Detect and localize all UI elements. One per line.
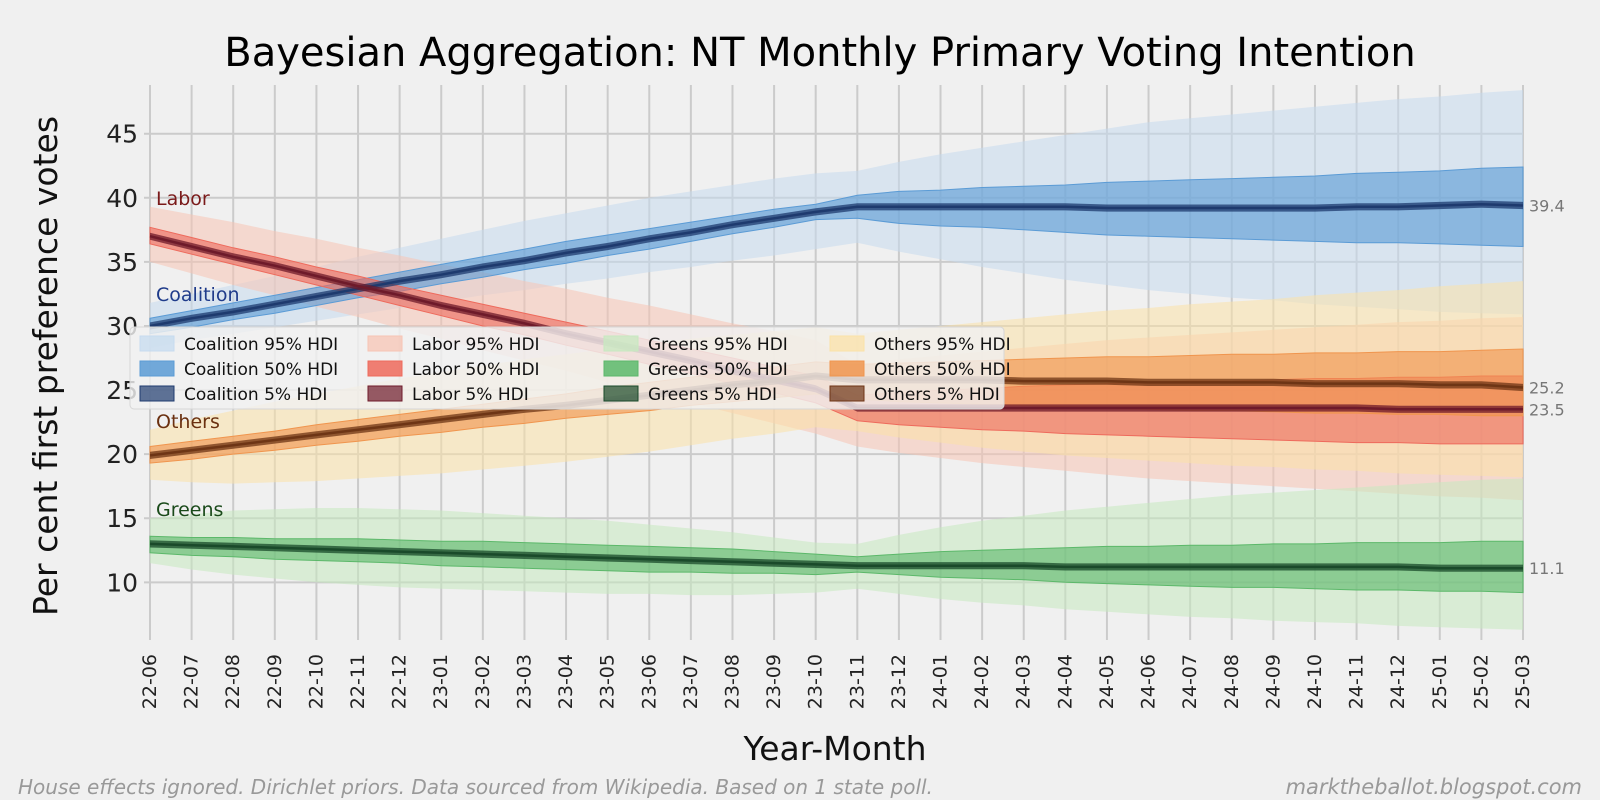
x-tick-label: 25-01 [1429,654,1451,709]
y-tick-label: 10 [106,568,138,597]
legend-entry-label: Labor 5% HDI [412,385,529,405]
legend-entry-label: Labor 50% HDI [412,360,540,380]
legend-swatch [603,335,639,352]
x-tick-label: 24-12 [1387,654,1409,709]
x-tick-label: 25-02 [1470,654,1492,709]
x-tick-label: 24-11 [1346,654,1368,709]
coalition-series-label: Coalition [156,284,240,306]
legend-entry-label: Greens 50% HDI [648,360,788,380]
legend-swatch [603,360,639,377]
x-axis-label: Year-Month [742,729,926,768]
x-tick-label: 22-06 [139,654,161,709]
y-tick-label: 40 [106,184,138,213]
x-tick-label: 24-02 [971,654,993,709]
legend-swatch [139,335,175,352]
x-tick-label: 23-10 [805,654,827,709]
y-tick-label: 15 [106,504,138,533]
greens-hdi95-band [150,478,1523,630]
legend-swatch [139,385,175,402]
end-value-label: 39.4 [1529,196,1565,215]
x-tick-label: 23-03 [513,654,535,709]
coalition-median-line [149,202,1524,328]
footer-note: House effects ignored. Dirichlet priors.… [18,775,933,799]
legend: Coalition 95% HDI Coalition 50% HDI Coalit… [129,326,1011,410]
legend-entry-label: Coalition 50% HDI [184,360,338,380]
x-tick-label: 23-12 [888,654,910,709]
x-tick-label: 23-11 [846,654,868,709]
x-tick-label: 24-09 [1262,654,1284,709]
series-labels: Coalition Labor Greens Others [156,188,240,521]
greens-hdi5-band [150,540,1523,572]
end-value-labels: 39.4 25.2 23.5 11.1 [1529,196,1565,578]
legend-swatch [829,360,865,377]
footer-source: marktheballot.blogspot.com [1286,775,1582,799]
y-axis-label: Per cent first preference votes [26,116,65,616]
chart-title: Bayesian Aggregation: NT Monthly Primary… [224,30,1415,76]
legend-swatch [367,360,403,377]
x-tick-label: 23-08 [721,654,743,709]
x-tick-label: 24-03 [1013,654,1035,709]
legend-swatch [367,335,403,352]
x-tick-label: 24-06 [1138,654,1160,709]
x-tick-label: 23-01 [430,654,452,709]
legend-swatch [367,385,403,402]
x-tick-label: 23-04 [555,654,577,709]
legend-swatch [139,360,175,377]
x-tick-label: 23-07 [680,654,702,709]
x-tick-label: 24-05 [1096,654,1118,709]
x-tick-label: 23-06 [638,654,660,709]
x-tick-label: 22-11 [347,654,369,709]
others-series-label: Others [156,411,220,433]
legend-swatch [829,335,865,352]
legend-entry-label: Greens 5% HDI [648,385,777,405]
legend-swatch [603,385,639,402]
labor-series-label: Labor [156,188,210,210]
end-value-label: 25.2 [1529,378,1565,397]
x-tick-label: 24-01 [930,654,952,709]
x-tick-label: 22-08 [222,654,244,709]
x-tick-label: 22-07 [181,654,203,709]
legend-entry-label: Greens 95% HDI [648,335,788,355]
greens-series-label: Greens [156,499,223,521]
x-tick-label: 24-04 [1054,654,1076,709]
legend-entry-label: Labor 95% HDI [412,335,540,355]
y-tick-label: 45 [106,120,138,149]
others-hdi5-band [150,372,1523,459]
legend-box [129,326,1005,410]
y-tick-label: 20 [106,440,138,469]
x-tick-label: 23-09 [763,654,785,709]
x-tick-label: 24-07 [1179,654,1201,709]
x-tick-label: 23-02 [472,654,494,709]
y-tick-label: 35 [106,248,138,277]
x-tick-label: 22-09 [264,654,286,709]
greens-median-line [149,542,1523,570]
legend-swatch [829,385,865,402]
x-tick-label: 22-10 [305,654,327,709]
x-tick-label: 24-10 [1304,654,1326,709]
legend-entry-label: Others 95% HDI [874,335,1011,355]
legend-entry-label: Others 5% HDI [874,385,1000,405]
end-value-label: 11.1 [1529,559,1565,578]
end-value-label: 23.5 [1529,400,1565,419]
x-tick-labels: 22-06 22-07 22-08 22-09 22-10 22-11 22-12 23-01… [139,654,1534,709]
x-tick-label: 23-05 [597,654,619,709]
legend-entry-label: Others 50% HDI [874,360,1011,380]
legend-entry-label: Coalition 5% HDI [184,385,327,405]
legend-entry-label: Coalition 95% HDI [184,335,338,355]
x-tick-label: 24-08 [1221,654,1243,709]
x-tick-label: 25-03 [1512,654,1534,709]
x-tick-label: 22-12 [389,654,411,709]
